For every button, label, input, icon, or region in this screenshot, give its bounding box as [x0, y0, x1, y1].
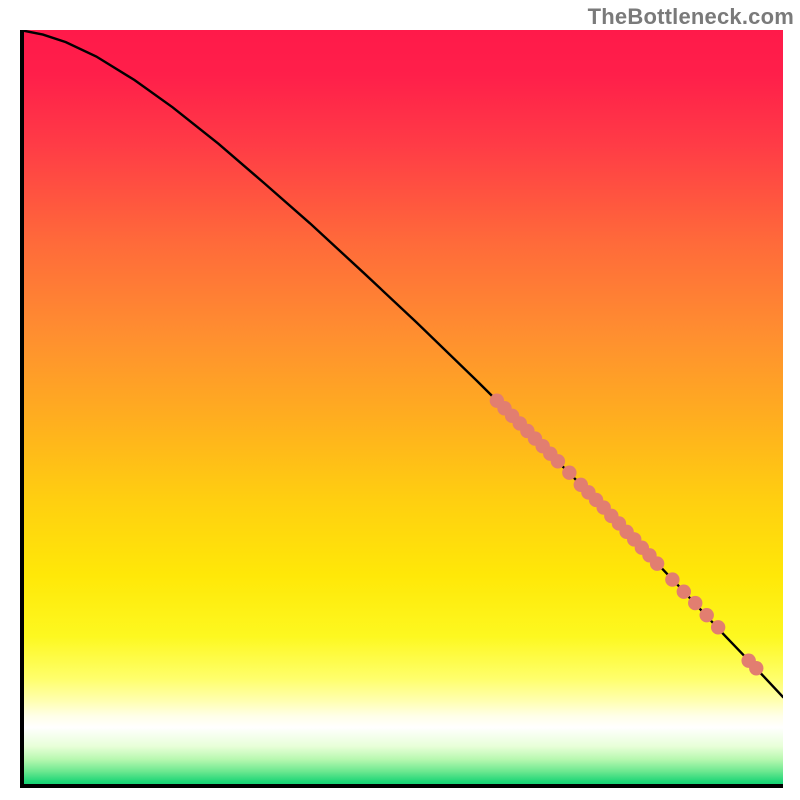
- data-marker: [551, 454, 565, 468]
- data-marker: [700, 608, 714, 622]
- data-marker: [650, 556, 664, 570]
- data-marker: [665, 572, 679, 586]
- curve-line: [20, 30, 783, 697]
- data-marker: [677, 584, 691, 598]
- data-marker: [711, 620, 725, 634]
- curve-layer: [20, 30, 783, 788]
- data-marker: [749, 661, 763, 675]
- chart-container: TheBottleneck.com: [0, 0, 800, 800]
- watermark-label: TheBottleneck.com: [588, 4, 794, 30]
- axis-border-left: [20, 30, 24, 788]
- plot-area: [20, 30, 783, 788]
- data-marker: [688, 596, 702, 610]
- data-marker: [562, 465, 576, 479]
- axis-border-bottom: [20, 784, 783, 788]
